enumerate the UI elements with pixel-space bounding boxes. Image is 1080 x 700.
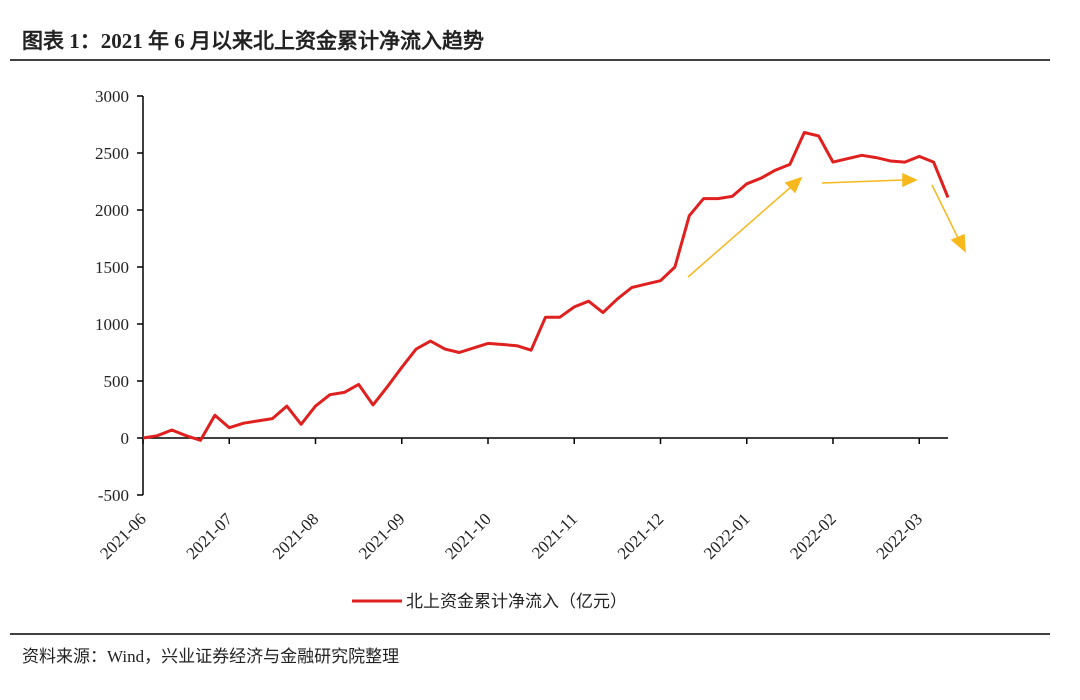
x-tick-label: 2021-06 — [96, 509, 150, 563]
chart-title: 图表 1：2021 年 6 月以来北上资金累计净流入趋势 — [22, 29, 484, 53]
x-tick-label: 2021-11 — [528, 509, 581, 562]
x-tick-label: 2021-12 — [614, 509, 668, 563]
x-tick-label: 2022-02 — [786, 509, 840, 563]
x-tick-label: 2021-07 — [183, 509, 237, 563]
y-tick-label: 2000 — [95, 201, 129, 220]
line-series — [142, 131, 950, 442]
trend-arrows — [687, 172, 966, 278]
legend-label: 北上资金累计净流入（亿元） — [406, 592, 627, 611]
y-tick-label: 2500 — [95, 144, 129, 163]
source-note: 资料来源：Wind，兴业证券经济与金融研究院整理 — [22, 647, 399, 666]
x-tick-label: 2021-09 — [355, 509, 409, 563]
x-tick-label: 2021-08 — [269, 509, 323, 563]
x-tick-label: 2022-03 — [873, 509, 927, 563]
x-tick-label: 2021-10 — [441, 509, 495, 563]
y-tick-label: 1500 — [95, 258, 129, 277]
x-tick-label: 2022-01 — [700, 509, 754, 563]
y-tick-label: 500 — [104, 372, 130, 391]
y-tick-label: 1000 — [95, 315, 129, 334]
y-tick-label: -500 — [98, 486, 129, 505]
y-tick-label: 3000 — [95, 87, 129, 106]
y-tick-label: 0 — [121, 429, 130, 448]
